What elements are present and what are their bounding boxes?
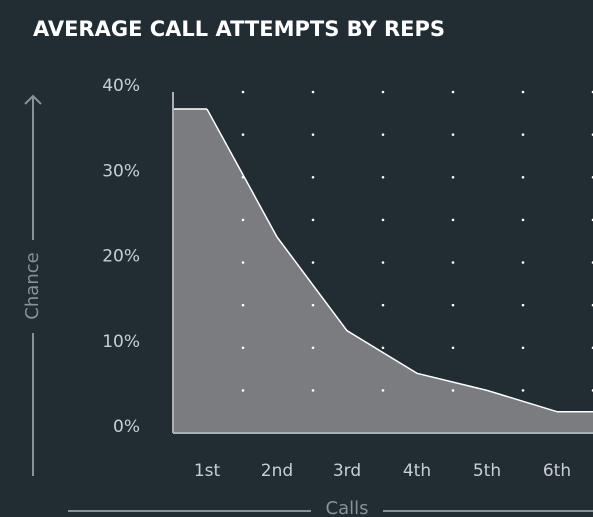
y-tick-label: 30% <box>102 161 140 181</box>
grid-dot <box>241 389 245 392</box>
grid-dot <box>521 175 525 179</box>
grid-dot <box>241 346 245 350</box>
area-edge <box>173 109 207 434</box>
area <box>207 109 557 434</box>
grid-dot <box>241 90 245 94</box>
grid-dot <box>311 303 315 307</box>
grid-dot <box>311 218 315 222</box>
grid-dot <box>381 303 385 307</box>
grid-dot <box>521 389 525 392</box>
y-tick-label: 10% <box>102 332 140 352</box>
grid-dot <box>521 90 525 94</box>
grid-dot <box>451 218 455 222</box>
grid-dot <box>311 175 315 179</box>
line <box>206 108 558 413</box>
grid-dot <box>241 218 245 222</box>
grid-dot <box>521 218 525 222</box>
grid-dot <box>381 218 385 222</box>
x-tick-label: 6th <box>543 461 571 481</box>
y-arrow-head <box>24 94 42 105</box>
x-tick-label: 3rd <box>333 461 361 481</box>
y-tick-label: 40% <box>102 76 140 96</box>
grid-dot <box>311 346 315 350</box>
y-axis-label: Chance <box>22 252 43 319</box>
grid-dot <box>521 133 525 136</box>
grid-dot <box>381 346 385 350</box>
area-edge <box>557 411 593 433</box>
grid-dot <box>241 261 245 264</box>
y-tick-label: 20% <box>102 247 140 267</box>
grid-dot <box>451 175 455 179</box>
grid-dot <box>521 346 525 350</box>
grid-dot <box>241 303 245 307</box>
grid-dot <box>381 261 385 264</box>
grid-dot <box>451 261 455 264</box>
x-axis-label: Calls <box>326 498 369 517</box>
grid-dot <box>311 133 315 136</box>
grid-dot <box>241 133 245 136</box>
grid-dot <box>451 303 455 307</box>
grid-dot <box>451 90 455 94</box>
grid-dot <box>381 133 385 136</box>
grid-dot <box>451 346 455 350</box>
grid-dot <box>451 389 455 392</box>
y-tick-label: 0% <box>113 417 140 437</box>
x-tick-label: 1st <box>194 461 221 481</box>
x-tick-label: 4th <box>403 461 431 481</box>
grid-dot <box>521 261 525 264</box>
grid-dot <box>311 261 315 264</box>
grid-dot <box>311 90 315 94</box>
grid-dot <box>241 175 245 179</box>
grid-dot <box>451 133 455 136</box>
grid-dot <box>381 389 385 392</box>
grid-dot <box>381 175 385 179</box>
grid-dot <box>521 303 525 307</box>
chart-title: AVERAGE CALL ATTEMPTS BY REPS <box>33 17 445 41</box>
x-tick-label: 2nd <box>261 461 293 481</box>
grid-dot <box>311 389 315 392</box>
grid-dot <box>381 90 385 94</box>
x-tick-label: 5th <box>473 461 501 481</box>
